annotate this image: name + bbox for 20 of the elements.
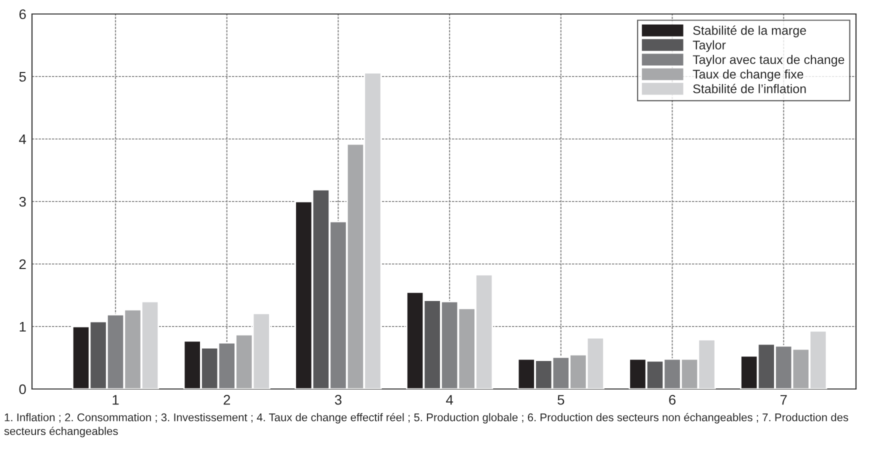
y-tick-label: 1	[20, 322, 26, 332]
x-tick-label: 1	[112, 395, 119, 405]
x-tick-label: 4	[446, 395, 454, 405]
x-tick-label: 6	[669, 394, 676, 405]
y-tick-label: 5	[19, 72, 26, 82]
x-tick-label: 3	[334, 394, 342, 405]
y-tick-label: 6	[19, 9, 26, 20]
legend-label: Taux de change fixe	[692, 69, 804, 82]
legend-label: Stabilité de l’inflation	[693, 84, 806, 94]
y-tick-label: 2	[19, 259, 26, 270]
y-tick-label: 3	[19, 196, 26, 207]
y-tick-label: 4	[19, 134, 26, 144]
x-tick-label: 5	[558, 395, 564, 405]
y-tick-label: 0	[19, 384, 26, 394]
legend-label: Taylor avec taux de change	[692, 54, 844, 67]
legend-label: Stabilité de la marge	[693, 26, 806, 38]
x-tick-label: 2	[224, 394, 230, 405]
text: 1. Inflation ; 2. Consommation ; 3. Investissement ; 4. Taux de change effectif réel ; 5. Production globale ; 6. Production des secteurs non échangeables ; 7. Production des secteurs échangeables	[4, 413, 848, 438]
x-tick-label: 7	[780, 395, 787, 405]
legend-label: Taylor	[692, 40, 726, 52]
